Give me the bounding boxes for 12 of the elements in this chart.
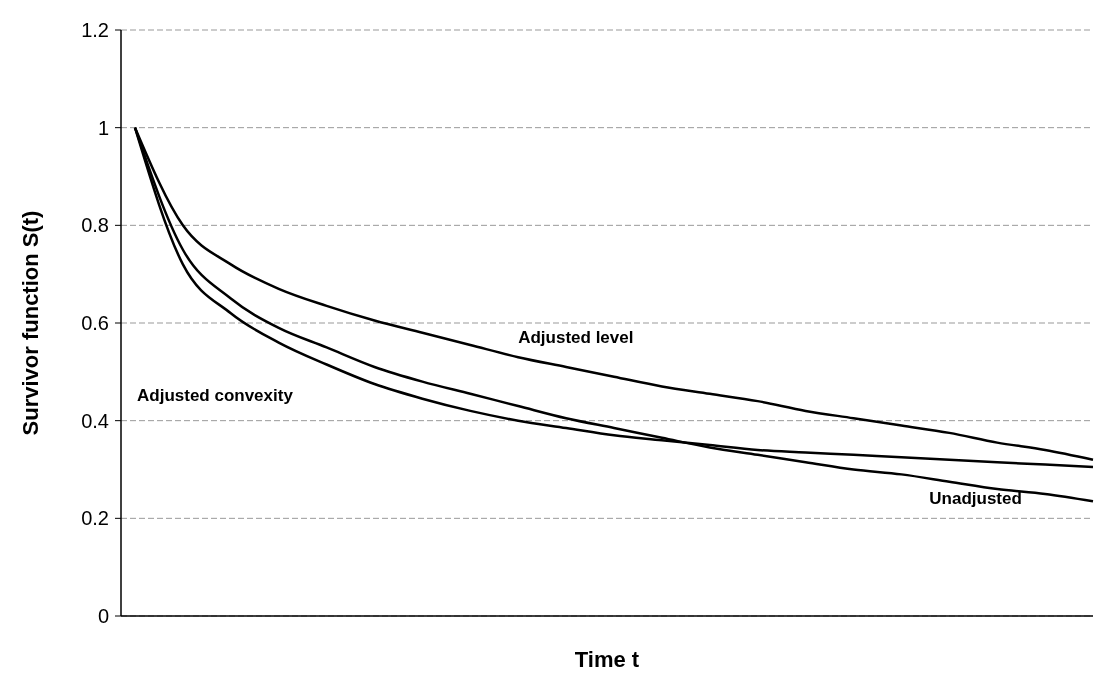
y-tick-label: 1.2: [81, 19, 109, 41]
y-tick-label: 0.2: [81, 507, 109, 530]
series-label: Adjusted convexity: [137, 386, 294, 406]
y-tick-label: 0.6: [81, 312, 109, 334]
x-axis-title: Time t: [574, 647, 640, 672]
y-tick-label: 0.4: [81, 409, 109, 432]
y-tick-label: 0.8: [81, 214, 109, 237]
y-tick-label: 1: [97, 116, 109, 139]
series-label: Adjusted level: [518, 328, 634, 348]
y-axis-title: Survivor function S(t): [18, 210, 43, 436]
series-label: Unadjusted: [929, 488, 1022, 508]
y-tick-label: 0: [97, 605, 109, 627]
